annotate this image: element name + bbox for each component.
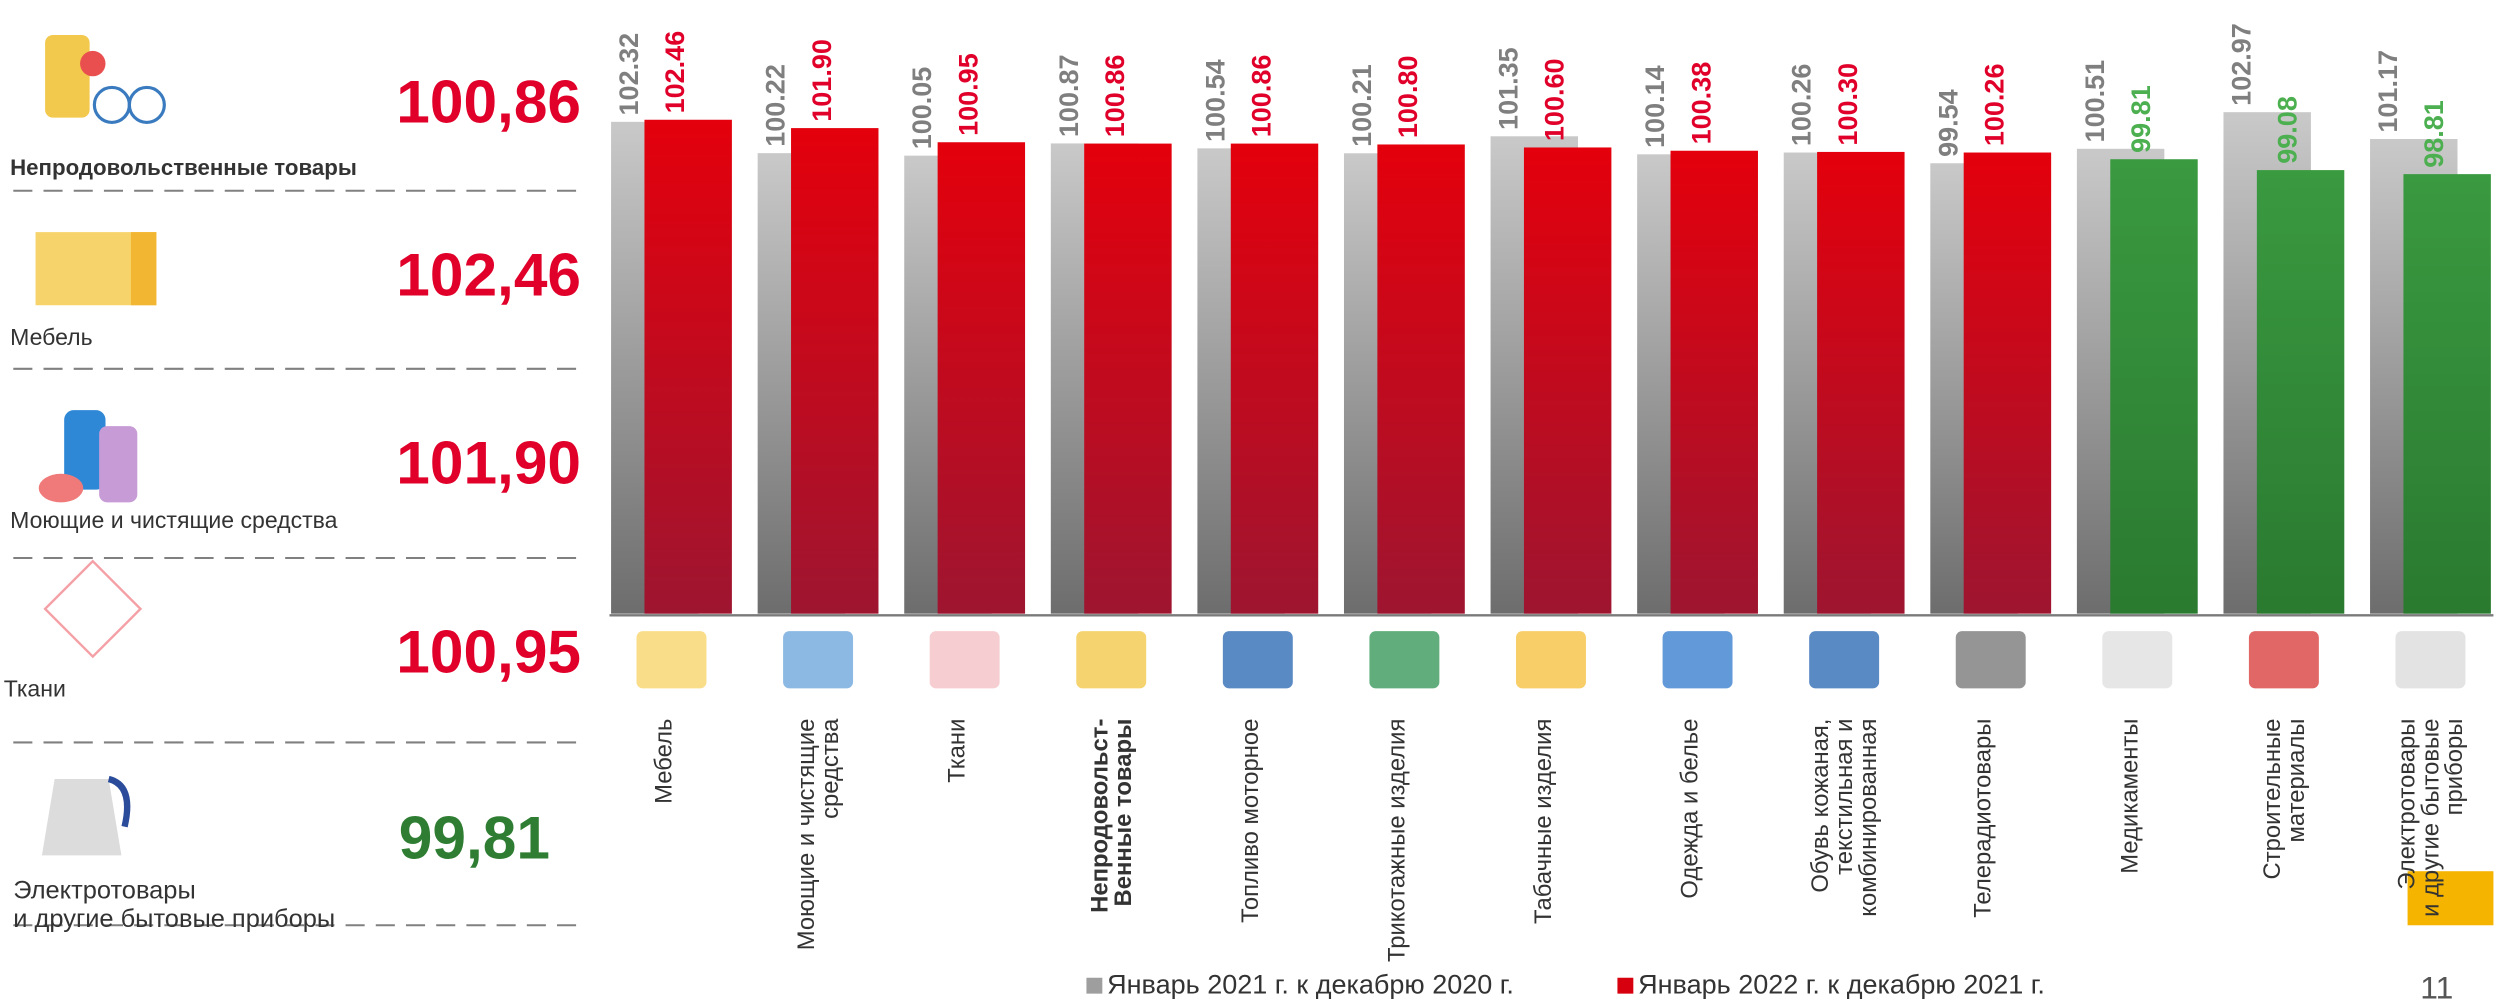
bar: [1377, 144, 1465, 614]
panel-value: 101,90: [396, 428, 581, 496]
category-icon: [929, 631, 1000, 689]
x-tick-label: Топливо моторное: [1237, 719, 1264, 923]
panel-label: Непродовольственные товары: [10, 155, 357, 180]
bar: [644, 119, 732, 614]
value-label: 99.81: [2126, 85, 2156, 153]
category-icon: [1809, 631, 1880, 689]
value-label: 100.87: [1054, 54, 1084, 137]
x-tick-label: Трикотажные изделия: [1383, 719, 1410, 962]
bar: [791, 128, 879, 614]
value-label: 100.38: [1686, 62, 1716, 145]
category-icon: [1955, 631, 2026, 689]
legend-label: Январь 2021 г. к декабрю 2020 г.: [1107, 970, 1514, 1000]
bar: [1230, 143, 1319, 614]
category-icon: [1515, 631, 1586, 689]
panel-decor: [13, 34, 2494, 927]
panel-label: Моющие и чистящие средства: [10, 507, 338, 533]
value-label: 98.81: [2419, 100, 2449, 168]
x-tick-label: Телерадиотовары: [1970, 719, 1997, 918]
value-label: 102.32: [614, 33, 644, 116]
value-label: 100.95: [953, 53, 983, 136]
value-label: 101.90: [807, 39, 837, 122]
category-icon: [636, 631, 707, 689]
value-label: 99.54: [1933, 89, 1963, 157]
category-icon: [1369, 631, 1440, 689]
category-icon: [1662, 631, 1733, 689]
x-tick-label: Медикаменты: [2116, 719, 2143, 874]
x-tick-label: Моющие и чистящиесредства: [793, 718, 844, 950]
page-number: 11: [2420, 969, 2453, 1000]
value-label: 100.86: [1247, 55, 1277, 138]
value-label: 101.35: [1494, 47, 1524, 130]
bar: [2110, 159, 2198, 614]
panel-value: 99,81: [399, 804, 550, 872]
value-label: 100.21: [1347, 64, 1377, 147]
value-label: 101.17: [2373, 50, 2403, 133]
x-tick-label: Мебель: [650, 719, 677, 804]
bar: [1670, 150, 1758, 614]
panel-label: Электротовары и другие бытовые приборы: [13, 876, 335, 933]
panel-value: 100,86: [396, 67, 581, 135]
bar: [937, 142, 1026, 614]
value-label: 102.97: [2226, 23, 2256, 106]
panel-label: Ткани: [4, 675, 66, 701]
x-tick-label: Электротоварыи другие бытовыеприборы: [2394, 719, 2469, 917]
value-label: 100.86: [1100, 55, 1130, 138]
category-icon: [2248, 631, 2319, 689]
legend-label: Январь 2022 г. к декабрю 2021 г.: [1638, 970, 2045, 1000]
category-icon: [2395, 631, 2466, 689]
category-icon: [2102, 631, 2173, 689]
value-label: 100.14: [1640, 65, 1670, 148]
value-label: 100.60: [1540, 58, 1570, 141]
bar: [2403, 174, 2491, 614]
value-label: 100.54: [1200, 59, 1230, 142]
bar: [1523, 147, 1612, 614]
x-tick-label: Строительныематериалы: [2259, 719, 2310, 880]
bar: [1084, 143, 1172, 614]
value-label: 100.26: [1979, 64, 2009, 147]
legend-swatch: [1086, 977, 1103, 994]
bar: [1963, 152, 2052, 614]
value-label: 102.46: [660, 31, 690, 114]
nav-button[interactable]: [2407, 871, 2494, 926]
x-tick-label: Табачные изделия: [1530, 719, 1557, 924]
legend-swatch: [1617, 977, 1634, 994]
category-icon: [1076, 631, 1147, 689]
value-label: 100.22: [761, 64, 791, 147]
value-label: 100.30: [1833, 63, 1863, 146]
x-tick-label: Обувь кожаная,текстильная икомбинированн…: [1807, 719, 1882, 917]
category-icon: [1222, 631, 1293, 689]
panel-value: 102,46: [396, 241, 581, 309]
bar: [1817, 151, 1905, 614]
x-tick-label: Ткани: [944, 719, 971, 783]
value-label: 99.08: [2273, 96, 2303, 164]
x-tick-label: Одежда и белье: [1677, 719, 1704, 899]
value-label: 100.51: [2080, 60, 2110, 143]
value-label: 100.80: [1393, 55, 1423, 138]
x-tick-label: Непродовольст-Венные товары: [1086, 719, 1137, 913]
value-label: 100.05: [907, 67, 937, 150]
panel-value: 100,95: [396, 617, 581, 685]
bar: [2256, 170, 2345, 614]
category-icon: [783, 631, 854, 689]
panel-label: Мебель: [10, 324, 92, 350]
value-label: 100.26: [1787, 64, 1817, 147]
